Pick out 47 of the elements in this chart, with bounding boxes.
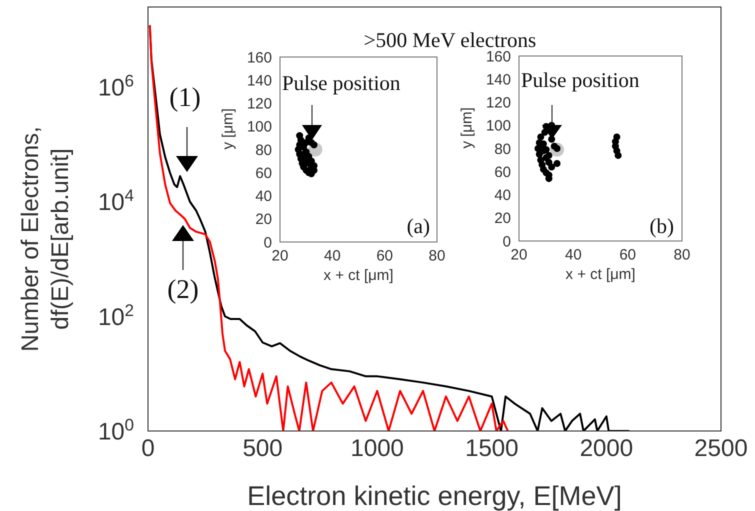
- y-tick-label: 10$^{6}$: [98, 71, 134, 102]
- annotation: (a): [406, 214, 430, 238]
- x-tick-label: 40: [324, 248, 341, 265]
- x-tick-label: 40: [564, 246, 582, 264]
- x-axis-title: x + ct [μm]: [324, 267, 394, 284]
- x-tick-label: 20: [510, 246, 528, 264]
- annotation: (1): [169, 82, 201, 112]
- y-tick-label: 10$^{2}$: [98, 300, 134, 331]
- x-tick-label: 2000: [580, 435, 634, 462]
- y-tick-label: 10$^{4}$: [98, 186, 134, 216]
- y-tick-label: 0: [502, 233, 511, 250]
- x-tick-label: 1000: [350, 435, 404, 462]
- y-tick-label: 120: [246, 96, 272, 113]
- y-tick-label: 100: [246, 118, 272, 136]
- y-tick-label: 10$^{0}$: [98, 414, 134, 446]
- y-tick-label: 20: [494, 210, 511, 228]
- annotation: (2): [167, 274, 199, 304]
- y-tick-label: 140: [246, 72, 272, 90]
- y-tick-label: 40: [494, 187, 511, 204]
- y-tick-label: 80: [255, 142, 272, 159]
- y-tick-label: 120: [486, 94, 511, 112]
- annotation: Pulse position: [282, 71, 401, 95]
- x-tick-label: 0: [141, 435, 155, 462]
- x-tick-label: 20: [272, 248, 288, 265]
- x-axis-title: x + ct [μm]: [566, 266, 636, 283]
- y-tick-label: 100: [486, 118, 511, 135]
- x-tick-label: 2500: [694, 435, 748, 462]
- x-tick-label: 80: [428, 248, 446, 265]
- y-tick-label: 140: [486, 71, 511, 88]
- y-tick-label: 80: [494, 140, 511, 158]
- x-axis-title: Electron kinetic energy, E[MeV]: [247, 481, 622, 511]
- y-tick-label: 40: [255, 188, 272, 206]
- x-tick-label: 60: [376, 248, 394, 265]
- x-tick-label: 1500: [465, 435, 518, 462]
- y-tick-label: 60: [255, 164, 272, 182]
- y-tick-label: 0: [264, 234, 272, 252]
- y-axis-title: y [μm]: [458, 107, 476, 148]
- y-tick-label: 20: [255, 211, 272, 228]
- y-tick-label: 60: [494, 164, 511, 181]
- x-tick-label: 500: [242, 435, 283, 462]
- x-tick-label: 60: [619, 246, 636, 264]
- annotation: Pulse position: [521, 68, 640, 92]
- x-tick-label: 80: [674, 246, 690, 264]
- annotation: (b): [650, 214, 674, 238]
- y-axis-title: y [μm]: [219, 108, 236, 150]
- y-axis-title: Number of Electrons, df(E)/dE[arb.unit]: [17, 126, 74, 352]
- y-tick-label: 160: [246, 49, 272, 66]
